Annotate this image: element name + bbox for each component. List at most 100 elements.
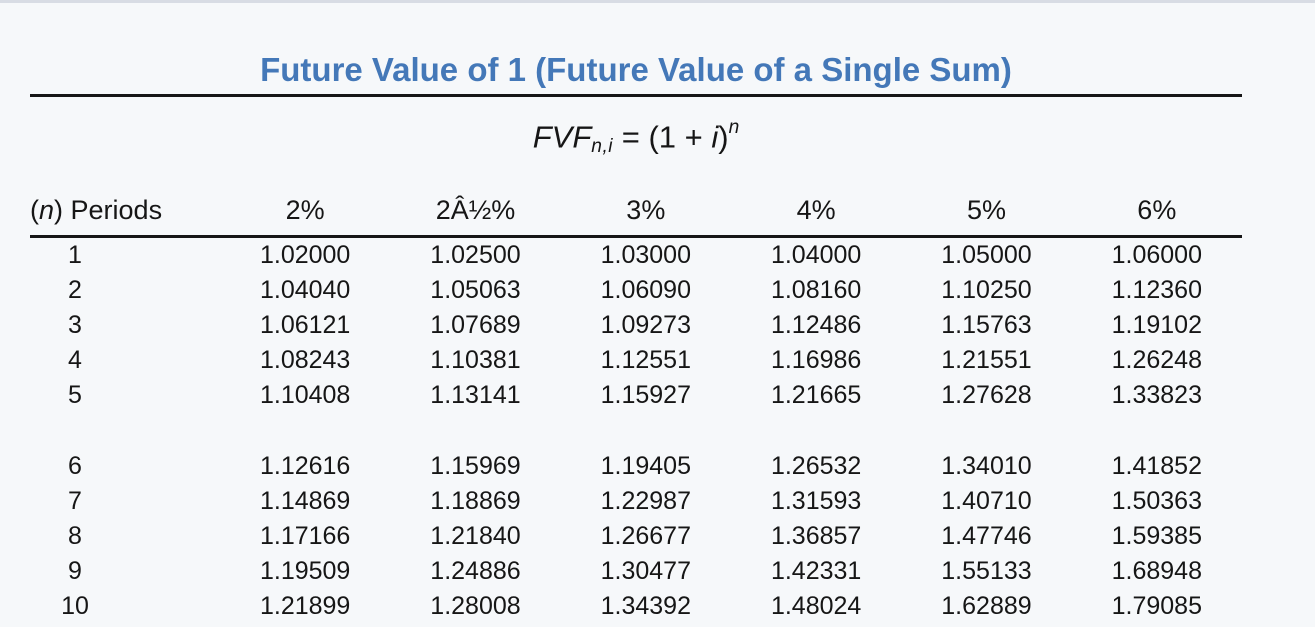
page-title: Future Value of 1 (Future Value of a Sin… bbox=[260, 51, 1012, 88]
column-header-rate: 2% bbox=[220, 185, 391, 239]
table-sheet: Future Value of 1 (Future Value of a Sin… bbox=[30, 51, 1242, 624]
title-underline bbox=[30, 94, 1242, 97]
value-cell: 1.47746 bbox=[941, 522, 1032, 551]
value-cell: 1.12486 bbox=[770, 311, 862, 340]
formula-open: (1 + bbox=[648, 119, 712, 155]
period-cell: 3 bbox=[68, 311, 82, 340]
future-value-table: (n) Periods 2% 2Â½% 3% 4% 5% 6% 1 1.0200… bbox=[30, 185, 1242, 624]
value-cell: 1.79085 bbox=[1111, 592, 1202, 621]
value-cell: 1.19405 bbox=[600, 452, 691, 481]
table-row: 1 1.02000 1.02500 1.03000 1.04000 1.0500… bbox=[30, 237, 1242, 274]
period-cell: 7 bbox=[68, 487, 82, 516]
value-cell: 1.30477 bbox=[600, 557, 691, 586]
value-cell: 1.48024 bbox=[770, 592, 862, 621]
value-cell: 1.55133 bbox=[941, 557, 1032, 586]
column-header-rate: 5% bbox=[901, 185, 1072, 239]
value-cell: 1.06090 bbox=[600, 276, 691, 305]
value-cell: 1.19102 bbox=[1111, 311, 1202, 340]
value-cell: 1.17166 bbox=[259, 522, 351, 551]
periods-paren-open: ( bbox=[30, 194, 39, 225]
value-cell: 1.16986 bbox=[770, 346, 862, 375]
value-cell: 1.21665 bbox=[770, 381, 862, 410]
table-row: 9 1.19509 1.24886 1.30477 1.42331 1.5513… bbox=[30, 554, 1242, 589]
value-cell: 1.41852 bbox=[1111, 452, 1202, 481]
value-cell: 1.59385 bbox=[1111, 522, 1202, 551]
period-cell: 4 bbox=[68, 346, 82, 375]
period-cell: 8 bbox=[68, 522, 82, 551]
value-cell: 1.10381 bbox=[430, 346, 521, 375]
table-row: 4 1.08243 1.10381 1.12551 1.16986 1.2155… bbox=[30, 343, 1242, 378]
value-cell: 1.21840 bbox=[430, 522, 521, 551]
table-body: 1 1.02000 1.02500 1.03000 1.04000 1.0500… bbox=[30, 237, 1242, 625]
value-cell: 1.06000 bbox=[1111, 241, 1202, 270]
value-cell: 1.08243 bbox=[259, 346, 351, 375]
value-cell: 1.08160 bbox=[770, 276, 862, 305]
period-cell: 10 bbox=[61, 592, 89, 621]
value-cell: 1.15763 bbox=[941, 311, 1032, 340]
value-cell: 1.24886 bbox=[430, 557, 521, 586]
table-row: 7 1.14869 1.18869 1.22987 1.31593 1.4071… bbox=[30, 484, 1242, 519]
value-cell: 1.31593 bbox=[770, 487, 862, 516]
value-cell: 1.50363 bbox=[1111, 487, 1202, 516]
value-cell: 1.62889 bbox=[941, 592, 1032, 621]
period-cell: 1 bbox=[68, 241, 82, 270]
value-cell: 1.06121 bbox=[259, 311, 351, 340]
table-row: 3 1.06121 1.07689 1.09273 1.12486 1.1576… bbox=[30, 308, 1242, 343]
value-cell: 1.12551 bbox=[600, 346, 691, 375]
formula-variable: i bbox=[711, 119, 719, 155]
value-cell: 1.02500 bbox=[430, 241, 521, 270]
value-cell: 1.05000 bbox=[941, 241, 1032, 270]
periods-n: n bbox=[39, 194, 55, 225]
period-cell: 2 bbox=[68, 276, 82, 305]
table-header: (n) Periods 2% 2Â½% 3% 4% 5% 6% bbox=[30, 185, 1242, 239]
column-header-rate: 2Â½% bbox=[390, 185, 561, 239]
header-row: (n) Periods 2% 2Â½% 3% 4% 5% 6% bbox=[30, 185, 1242, 239]
value-cell: 1.07689 bbox=[430, 311, 521, 340]
table-row: 10 1.21899 1.28008 1.34392 1.48024 1.628… bbox=[30, 589, 1242, 624]
value-cell: 1.12616 bbox=[259, 452, 351, 481]
period-cell: 6 bbox=[68, 452, 82, 481]
table-row: 5 1.10408 1.13141 1.15927 1.21665 1.2762… bbox=[30, 378, 1242, 413]
value-cell: 1.34392 bbox=[600, 592, 691, 621]
column-header-rate: 3% bbox=[560, 185, 731, 239]
value-cell: 1.15969 bbox=[430, 452, 521, 481]
value-cell: 1.26532 bbox=[770, 452, 862, 481]
value-cell: 1.04000 bbox=[770, 241, 862, 270]
value-cell: 1.19509 bbox=[259, 557, 351, 586]
value-cell: 1.10250 bbox=[941, 276, 1032, 305]
table-row: 2 1.04040 1.05063 1.06090 1.08160 1.1025… bbox=[30, 273, 1242, 308]
column-header-rate: 6% bbox=[1071, 185, 1242, 239]
formula: FVFn,i = (1 + i)n bbox=[30, 106, 1242, 169]
value-cell: 1.42331 bbox=[770, 557, 862, 586]
value-cell: 1.26677 bbox=[600, 522, 691, 551]
value-cell: 1.10408 bbox=[259, 381, 351, 410]
formula-lhs-subscript: n,i bbox=[591, 136, 614, 158]
value-cell: 1.09273 bbox=[600, 311, 691, 340]
value-cell: 1.13141 bbox=[430, 381, 521, 410]
value-cell: 1.21899 bbox=[259, 592, 351, 621]
value-cell: 1.26248 bbox=[1111, 346, 1202, 375]
value-cell: 1.36857 bbox=[770, 522, 862, 551]
value-cell: 1.18869 bbox=[430, 487, 521, 516]
value-cell: 1.68948 bbox=[1111, 557, 1202, 586]
column-header-periods: (n) Periods bbox=[30, 185, 220, 239]
value-cell: 1.12360 bbox=[1111, 276, 1202, 305]
formula-close: ) bbox=[718, 119, 729, 155]
value-cell: 1.03000 bbox=[600, 241, 691, 270]
table-row: 6 1.12616 1.15969 1.19405 1.26532 1.3401… bbox=[30, 413, 1242, 484]
formula-exponent: n bbox=[728, 117, 740, 138]
period-cell: 5 bbox=[68, 381, 82, 410]
value-cell: 1.02000 bbox=[259, 241, 351, 270]
value-cell: 1.05063 bbox=[430, 276, 521, 305]
formula-equals: = bbox=[613, 119, 649, 155]
formula-lhs: FVF bbox=[532, 119, 592, 155]
value-cell: 1.34010 bbox=[941, 452, 1032, 481]
value-cell: 1.27628 bbox=[941, 381, 1032, 410]
value-cell: 1.14869 bbox=[259, 487, 351, 516]
period-cell: 9 bbox=[68, 557, 82, 586]
value-cell: 1.22987 bbox=[600, 487, 691, 516]
value-cell: 1.21551 bbox=[941, 346, 1032, 375]
value-cell: 1.33823 bbox=[1111, 381, 1202, 410]
value-cell: 1.28008 bbox=[430, 592, 521, 621]
